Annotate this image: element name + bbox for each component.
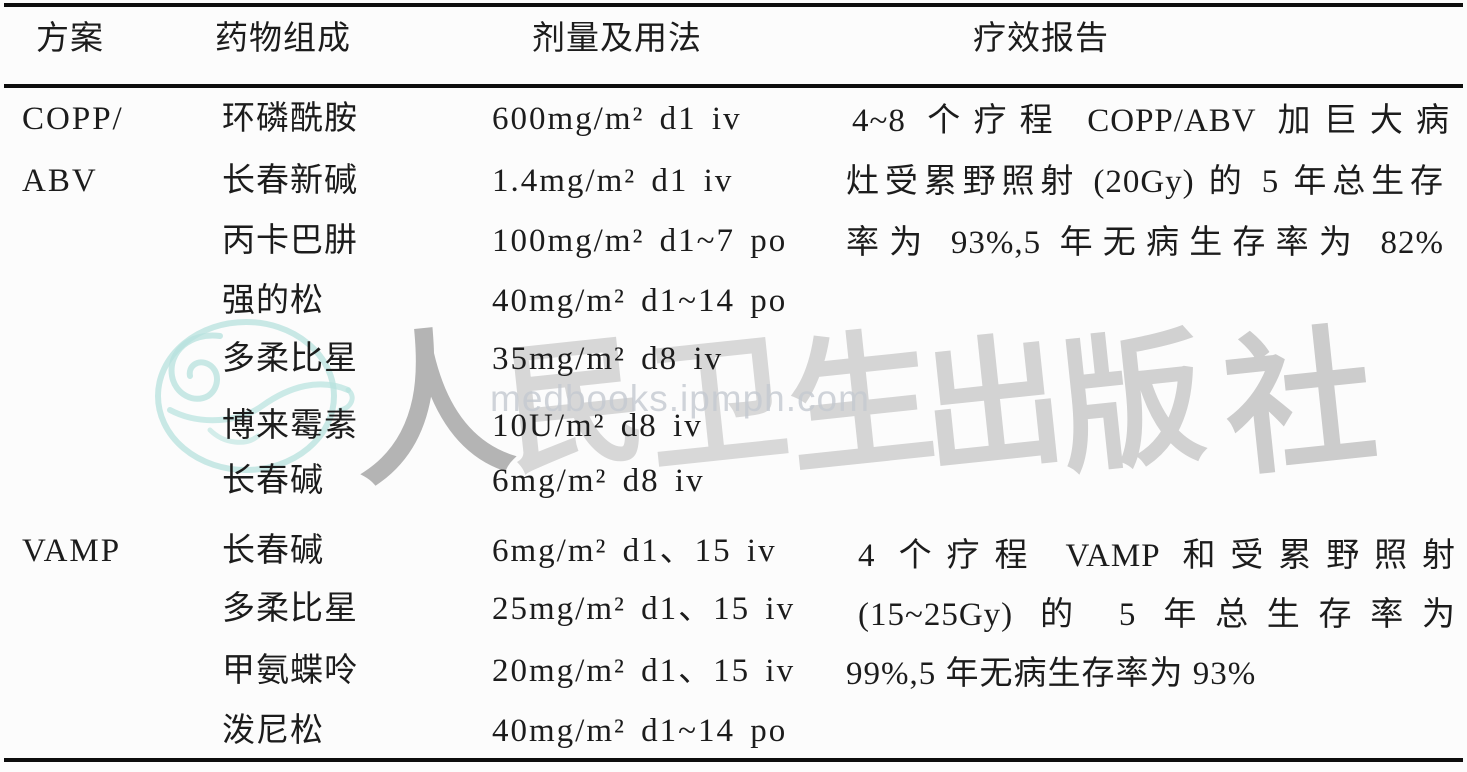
- top-rule: [4, 3, 1463, 7]
- column-header-drugs: 药物组成: [215, 21, 351, 57]
- drug-name-cell: 博来霉素: [222, 408, 358, 444]
- report-line: 灶受累野照射 (20Gy) 的 5 年总生存: [846, 164, 1444, 200]
- drug-name-cell: 环磷酰胺: [222, 101, 358, 137]
- bottom-rule: [4, 758, 1463, 762]
- drug-name-cell: 甲氨蝶呤: [222, 653, 358, 689]
- dose-cell: 40mg/m² d1~14 po: [492, 283, 788, 319]
- dose-cell: 1.4mg/m² d1 iv: [492, 163, 734, 199]
- publisher-calligraphy-watermark: 社: [1216, 314, 1384, 496]
- drug-name-cell: 多柔比星: [222, 591, 358, 627]
- watermark-url-text: medbooks.ipmph.com: [490, 378, 870, 419]
- dose-cell: 20mg/m² d1、15 iv: [492, 653, 796, 689]
- publisher-swirl-logo-icon: [155, 319, 355, 473]
- report-copp-abv: 4~8 个疗程 COPP/ABV 加巨大病 灶受累野照射 (20Gy) 的 5 …: [846, 91, 1449, 274]
- report-vamp: 4 个疗程 VAMP 和受累野照射 (15~25Gy) 的 5 年总生存率为 9…: [846, 527, 1455, 704]
- dose-cell: 10U/m² d8 iv: [492, 408, 703, 444]
- drug-name-cell: 泼尼松: [222, 713, 324, 749]
- drug-name-cell: 多柔比星: [222, 341, 358, 377]
- drug-name-cell: 长春碱: [222, 463, 324, 499]
- header-rule: [4, 84, 1463, 88]
- dose-cell: 6mg/m² d1、15 iv: [492, 533, 777, 569]
- dose-cell: 40mg/m² d1~14 po: [492, 713, 788, 749]
- report-line: 4 个疗程 VAMP 和受累野照射: [858, 538, 1456, 574]
- publisher-calligraphy-watermark: 出: [914, 321, 1072, 493]
- report-line: (15~25Gy) 的 5 年总生存率为: [858, 597, 1456, 633]
- drug-name-cell: 丙卡巴肼: [222, 223, 358, 259]
- drug-name-cell: 长春新碱: [222, 163, 358, 199]
- report-line: 4~8 个疗程 COPP/ABV 加巨大病: [852, 103, 1450, 139]
- dose-cell: 6mg/m² d8 iv: [492, 463, 705, 499]
- column-header-report: 疗效报告: [973, 21, 1109, 57]
- publisher-calligraphy-watermark: 版: [1052, 318, 1212, 493]
- report-line: 99%,5 年无病生存率为 93%: [846, 656, 1257, 692]
- drug-name-cell: 强的松: [222, 283, 324, 319]
- column-header-dose: 剂量及用法: [532, 21, 702, 57]
- scheme-cell: ABV: [22, 163, 98, 199]
- dose-cell: 600mg/m² d1 iv: [492, 101, 742, 137]
- dose-cell: 100mg/m² d1~7 po: [492, 223, 788, 259]
- dose-cell: 25mg/m² d1、15 iv: [492, 591, 796, 627]
- dose-cell: 35mg/m² d8 iv: [492, 341, 724, 377]
- scheme-cell: VAMP: [22, 533, 122, 569]
- report-line: 率为 93%,5 年无病生存率为 82%: [846, 225, 1444, 261]
- column-header-scheme: 方案: [36, 21, 104, 57]
- scheme-cell: COPP/: [22, 101, 124, 137]
- drug-name-cell: 长春碱: [222, 533, 324, 569]
